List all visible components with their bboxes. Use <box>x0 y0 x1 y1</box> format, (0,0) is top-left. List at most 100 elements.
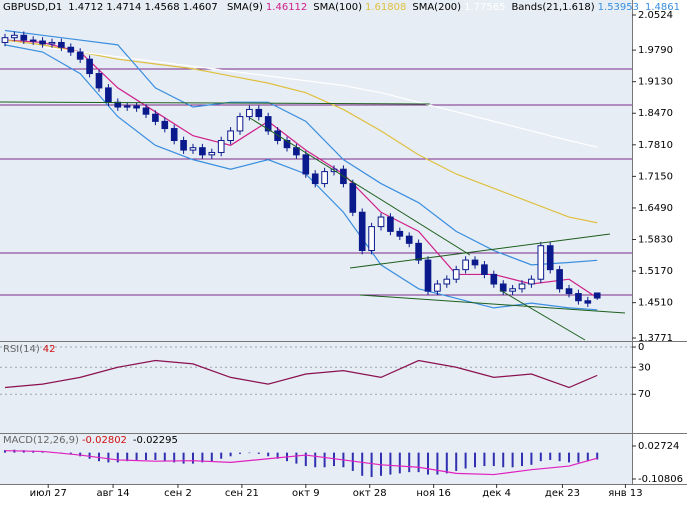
histogram-bar <box>304 452 307 467</box>
histogram-bar <box>333 452 336 467</box>
panel: 0.02724 -0.10806 июл 27 авг 14 сен 2 сен 21 ок… <box>3 441 683 499</box>
trendline <box>349 233 611 269</box>
candle-body <box>490 273 498 285</box>
rsi-header: RSI(14) 42 <box>3 344 62 355</box>
symbol: GBPUSD,D1 <box>3 2 63 13</box>
candle-body <box>105 87 112 103</box>
candle-body <box>76 51 84 60</box>
candle-body <box>180 140 187 151</box>
candle-body <box>537 245 545 280</box>
histogram-bar <box>464 452 467 469</box>
candle-body <box>302 154 310 175</box>
y-tick-label: 1.9790 <box>638 45 673 56</box>
histogram-bar <box>398 452 401 474</box>
trendline <box>249 117 471 256</box>
histogram-bar <box>257 452 260 454</box>
macd-header: MACD(12,26,9) -0.02802 -0.02295 <box>3 435 184 446</box>
candle-body <box>368 226 375 252</box>
candle-body <box>142 107 150 115</box>
plot-background <box>0 0 632 484</box>
candle-body <box>311 173 319 185</box>
indicator-title: MACD(12,26,9) <box>3 435 79 446</box>
histogram-bar <box>530 452 533 465</box>
candle-body <box>443 278 451 285</box>
histogram-bar <box>361 452 364 476</box>
indicator-value: 42 <box>42 344 56 355</box>
histogram-bar <box>163 452 166 462</box>
indicator-line <box>4 39 598 299</box>
legend-value: 1.4861 <box>645 2 681 13</box>
y-tick-label: 70 <box>638 389 651 400</box>
indicator-line <box>4 359 598 389</box>
legend-name: SMA(9) <box>226 2 263 13</box>
candle-body <box>133 105 140 109</box>
histogram-bar <box>427 452 430 475</box>
x-tick-label: сен 2 <box>164 488 192 499</box>
trendline <box>0 101 431 105</box>
y-tick-label: 1.3771 <box>638 333 673 344</box>
histogram-bar <box>436 452 439 475</box>
histogram-bar <box>3 450 6 453</box>
x-tick-label: окт 9 <box>292 488 320 499</box>
candle-body <box>556 269 563 290</box>
histogram-bar <box>455 452 458 471</box>
y-tick-label: 30 <box>638 362 651 373</box>
candle-body <box>387 216 394 232</box>
histogram-bar <box>408 452 411 473</box>
histogram-bar <box>370 452 373 478</box>
histogram-bar <box>558 452 561 462</box>
candle-body <box>255 108 263 118</box>
histogram-bar <box>135 452 138 460</box>
histogram-bar <box>201 452 204 463</box>
histogram-bar <box>389 452 392 475</box>
candle-body <box>434 283 441 292</box>
candle-body <box>358 211 366 252</box>
histogram-bar <box>144 452 147 460</box>
histogram-bar <box>267 452 270 457</box>
candle-body <box>584 300 592 304</box>
histogram-bar <box>126 452 129 462</box>
histogram-bar <box>474 452 477 468</box>
candle-body <box>546 245 554 271</box>
histogram-bar <box>577 452 580 463</box>
candle-body <box>123 105 131 108</box>
histogram-bar <box>154 452 157 460</box>
y-tick-label: 1.8470 <box>638 108 673 119</box>
y-tick-label: 1.5830 <box>638 235 673 246</box>
candle-body <box>349 183 357 213</box>
histogram-bar <box>191 452 194 464</box>
histogram-bar <box>97 452 100 462</box>
y-tick-label: 0 <box>638 342 644 353</box>
ohlc: 1.4712 1.4714 1.4568 1.4607 <box>68 2 218 13</box>
x-tick-label: янв 13 <box>608 488 642 499</box>
y-tick-label: 1.4510 <box>638 298 673 309</box>
candle-body <box>29 39 37 42</box>
candle-body <box>528 278 535 285</box>
candle-body <box>509 288 516 292</box>
candle-body <box>189 147 197 151</box>
indicator-value: -0.02295 <box>132 435 178 446</box>
y-tick-label: 1.7150 <box>638 171 673 182</box>
candle-body <box>48 41 56 45</box>
candle-body <box>199 147 206 156</box>
candle-body <box>20 34 28 41</box>
candle-body <box>377 216 385 228</box>
histogram-bar <box>417 452 420 473</box>
x-tick-label: дек 23 <box>545 488 580 499</box>
histogram-bar <box>248 452 251 454</box>
indicator-line <box>4 39 598 224</box>
candle-body <box>321 171 328 185</box>
candle-body <box>11 34 18 39</box>
candle-body <box>396 230 404 237</box>
y-tick-label: 0.02724 <box>638 441 679 452</box>
candle-body <box>405 235 413 244</box>
candle-body <box>152 113 159 122</box>
histogram-bar <box>295 452 298 464</box>
histogram-bar <box>238 452 241 454</box>
candle-body <box>86 58 93 75</box>
y-tick-label: 1.6490 <box>638 203 673 214</box>
x-tick-label: сен 21 <box>225 488 259 499</box>
legend-value: 1.77565 <box>464 2 506 13</box>
candle-body <box>293 147 300 156</box>
histogram-bar <box>521 452 524 467</box>
